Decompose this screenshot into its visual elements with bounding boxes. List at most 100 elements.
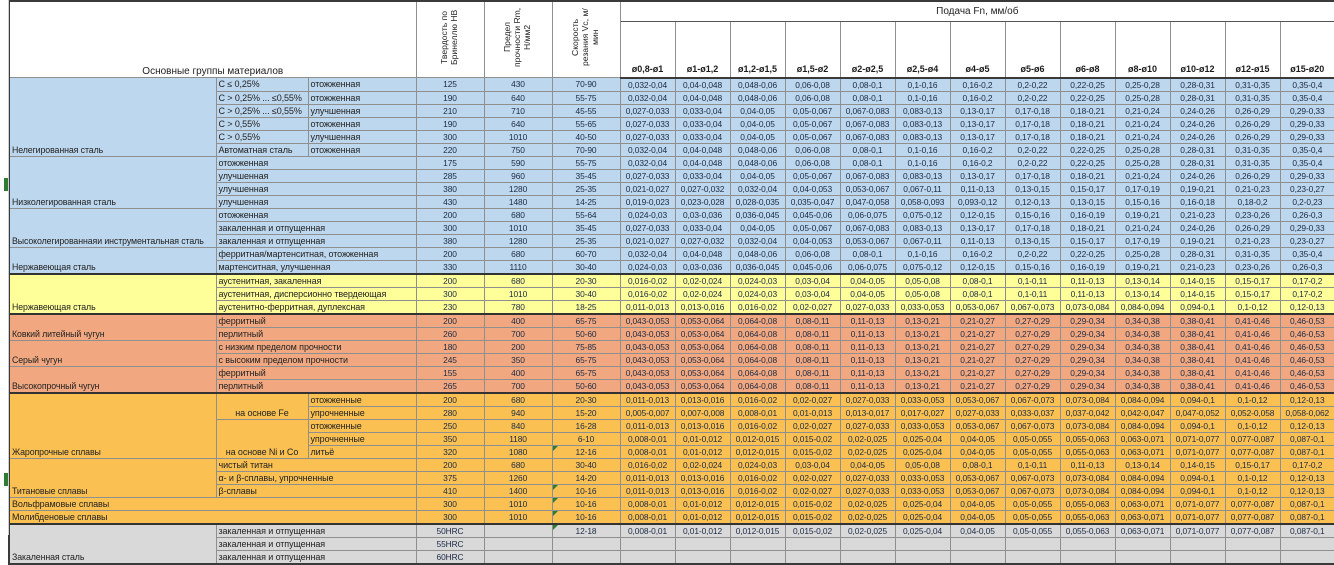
cell-feed-5[interactable]: 0,083-0,13 xyxy=(894,103,951,118)
cell-feed-2[interactable] xyxy=(729,549,786,564)
cell-feed-10[interactable]: 0,047-0,052 xyxy=(1169,405,1226,420)
cell-strength-rm[interactable]: 400 xyxy=(483,312,553,328)
cell-feed-6[interactable]: 0,08-0,1 xyxy=(949,286,1006,301)
cell-feed-3[interactable]: 0,08-0,11 xyxy=(784,326,841,341)
cell-feed-12[interactable]: 0,12-0,13 xyxy=(1279,391,1334,407)
cell-feed-0[interactable]: 0,043-0,053 xyxy=(619,365,676,380)
cell-strength-rm[interactable]: 680 xyxy=(483,457,553,472)
cell-speed-vc[interactable]: 65-75 xyxy=(551,352,621,367)
cell-feed-0[interactable]: 0,011-0,013 xyxy=(619,483,676,498)
cell-feed-6[interactable]: 0,053-0,067 xyxy=(949,391,1006,407)
cell-feed-1[interactable]: 0,03-0,036 xyxy=(674,207,731,222)
cell-feed-9[interactable]: 0,084-0,094 xyxy=(1114,483,1171,498)
cell-feed-6[interactable] xyxy=(949,549,1006,564)
cell-feed-6[interactable]: 0,04-0,05 xyxy=(949,431,1006,446)
cell-group[interactable]: Нержавеющая сталь xyxy=(8,246,217,274)
cell-feed-6[interactable]: 0,08-0,1 xyxy=(949,457,1006,472)
cell-feed-1[interactable]: 0,053-0,064 xyxy=(674,339,731,354)
cell-feed-10[interactable]: 0,071-0,077 xyxy=(1169,509,1226,524)
cell-material[interactable]: с низким пределом прочности xyxy=(215,339,417,354)
cell-feed-6[interactable]: 0,21-0,27 xyxy=(949,339,1006,354)
cell-feed-0[interactable]: 0,021-0,027 xyxy=(619,181,676,196)
cell-feed-7[interactable] xyxy=(1004,536,1061,551)
cell-feed-0[interactable]: 0,019-0,023 xyxy=(619,194,676,209)
cell-feed-7[interactable]: 0,2-0,22 xyxy=(1004,155,1061,170)
cell-feed-8[interactable]: 0,18-0,21 xyxy=(1059,116,1116,131)
cell-feed-11[interactable]: 0,31-0,35 xyxy=(1224,246,1281,261)
cell-feed-6[interactable]: 0,21-0,27 xyxy=(949,365,1006,380)
cell-feed-4[interactable]: 0,02-0,025 xyxy=(839,509,896,524)
cell-feed-11[interactable]: 0,31-0,35 xyxy=(1224,142,1281,157)
cell-feed-5[interactable]: 0,13-0,21 xyxy=(894,365,951,380)
cell-strength-rm[interactable]: 590 xyxy=(483,155,553,170)
cell-feed-10[interactable]: 0,071-0,077 xyxy=(1169,496,1226,511)
cell-feed-0[interactable]: 0,011-0,013 xyxy=(619,418,676,433)
cell-feed-8[interactable]: 0,11-0,13 xyxy=(1059,286,1116,301)
cell-speed-vc[interactable]: 10-16 xyxy=(551,496,621,511)
speed-header[interactable]: Скорость резания Vc, м/мин xyxy=(551,0,621,78)
cell-feed-2[interactable]: 0,032-0,04 xyxy=(729,233,786,248)
cell-feed-10[interactable]: 0,094-0,1 xyxy=(1169,483,1226,498)
cell-feed-12[interactable]: 0,17-0,2 xyxy=(1279,286,1334,301)
cell-feed-10[interactable]: 0,24-0,26 xyxy=(1169,103,1226,118)
cell-feed-2[interactable]: 0,008-0,01 xyxy=(729,405,786,420)
cell-feed-6[interactable]: 0,13-0,17 xyxy=(949,129,1006,144)
cell-feed-1[interactable]: 0,013-0,016 xyxy=(674,470,731,485)
cell-feed-11[interactable]: 0,052-0,058 xyxy=(1224,405,1281,420)
cell-condition-2[interactable]: отожженные xyxy=(307,391,417,407)
cell-feed-7[interactable]: 0,15-0,16 xyxy=(1004,259,1061,274)
cell-feed-4[interactable]: 0,11-0,13 xyxy=(839,352,896,367)
cell-feed-3[interactable]: 0,02-0,027 xyxy=(784,299,841,314)
cell-feed-5[interactable] xyxy=(894,536,951,551)
cell-speed-vc[interactable]: 18-25 xyxy=(551,299,621,314)
cell-feed-1[interactable]: 0,053-0,064 xyxy=(674,365,731,380)
cell-feed-9[interactable]: 0,25-0,28 xyxy=(1114,77,1171,92)
feed-col-header-12[interactable]: ø15-ø20 xyxy=(1279,21,1334,79)
cell-feed-4[interactable]: 0,053-0,067 xyxy=(839,181,896,196)
cell-feed-9[interactable]: 0,13-0,14 xyxy=(1114,457,1171,472)
cell-feed-5[interactable]: 0,1-0,16 xyxy=(894,246,951,261)
cell-feed-9[interactable]: 0,21-0,24 xyxy=(1114,116,1171,131)
cell-feed-0[interactable]: 0,043-0,053 xyxy=(619,326,676,341)
cell-feed-0[interactable]: 0,032-0,04 xyxy=(619,90,676,105)
cell-feed-2[interactable]: 0,048-0,06 xyxy=(729,90,786,105)
cell-feed-1[interactable]: 0,053-0,064 xyxy=(674,378,731,393)
cell-feed-11[interactable]: 0,31-0,35 xyxy=(1224,77,1281,92)
cell-feed-1[interactable]: 0,01-0,012 xyxy=(674,509,731,524)
cell-feed-11[interactable]: 0,18-0,2 xyxy=(1224,194,1281,209)
cell-feed-2[interactable]: 0,016-0,02 xyxy=(729,483,786,498)
cell-feed-3[interactable]: 0,03-0,04 xyxy=(784,286,841,301)
cell-feed-3[interactable]: 0,015-0,02 xyxy=(784,509,841,524)
cell-feed-10[interactable]: 0,38-0,41 xyxy=(1169,312,1226,328)
cell-speed-vc[interactable]: 14-20 xyxy=(551,470,621,485)
cell-feed-2[interactable]: 0,04-0,05 xyxy=(729,116,786,131)
cell-feed-6[interactable]: 0,16-0,2 xyxy=(949,246,1006,261)
cell-hardness-hb[interactable]: 430 xyxy=(415,194,485,209)
cell-group-full[interactable]: Молибденовые сплавы xyxy=(8,509,417,524)
cell-feed-2[interactable]: 0,04-0,05 xyxy=(729,220,786,235)
cell-hardness-hb[interactable]: 200 xyxy=(415,457,485,472)
cell-condition-1[interactable]: C > 0,25% ... ≤0,55% xyxy=(215,103,309,118)
cell-feed-11[interactable]: 0,1-0,12 xyxy=(1224,299,1281,314)
cell-feed-2[interactable]: 0,012-0,015 xyxy=(729,431,786,446)
cell-feed-6[interactable]: 0,053-0,067 xyxy=(949,470,1006,485)
cell-feed-5[interactable]: 0,13-0,21 xyxy=(894,339,951,354)
cell-feed-0[interactable]: 0,027-0,033 xyxy=(619,103,676,118)
cell-feed-10[interactable]: 0,28-0,31 xyxy=(1169,90,1226,105)
cell-feed-1[interactable]: 0,023-0,028 xyxy=(674,194,731,209)
cell-feed-4[interactable]: 0,08-0,1 xyxy=(839,142,896,157)
cell-material[interactable]: ферритный xyxy=(215,312,417,328)
cell-feed-6[interactable]: 0,04-0,05 xyxy=(949,496,1006,511)
cell-feed-5[interactable]: 0,025-0,04 xyxy=(894,431,951,446)
cell-condition-2[interactable]: литьё xyxy=(307,444,417,459)
cell-speed-vc[interactable]: 30-40 xyxy=(551,259,621,274)
cell-feed-3[interactable]: 0,015-0,02 xyxy=(784,496,841,511)
cell-feed-11[interactable]: 0,23-0,26 xyxy=(1224,207,1281,222)
cell-feed-12[interactable]: 0,35-0,4 xyxy=(1279,77,1334,92)
cell-hardness-hb[interactable]: 300 xyxy=(415,286,485,301)
cell-feed-7[interactable]: 0,05-0,055 xyxy=(1004,496,1061,511)
cell-feed-4[interactable]: 0,027-0,033 xyxy=(839,391,896,407)
cell-material[interactable]: перлитный xyxy=(215,378,417,393)
cell-feed-11[interactable]: 0,21-0,23 xyxy=(1224,181,1281,196)
cell-feed-3[interactable]: 0,02-0,027 xyxy=(784,418,841,433)
